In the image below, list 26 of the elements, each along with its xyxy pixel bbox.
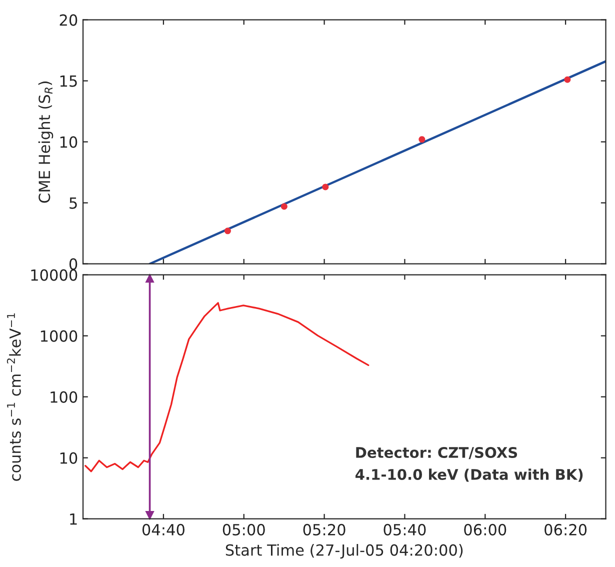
y-tick-label: 1 xyxy=(70,513,77,525)
y-tick-label: 15 xyxy=(60,76,77,87)
x-tick-label: 05:00 xyxy=(222,524,265,536)
y-tick-label: 10 xyxy=(60,136,78,148)
y-tick-label: 0 xyxy=(69,258,78,270)
y-axis-title: CME Height (S$_{R}$) xyxy=(38,82,54,203)
y-tick-label: 20 xyxy=(60,14,78,26)
annotation: 4.1-10.0 keV (Data with BK) xyxy=(356,468,583,482)
point xyxy=(564,76,571,83)
y-tick-label: 10000 xyxy=(31,269,78,281)
x-tick-label: 06:20 xyxy=(544,524,587,536)
point xyxy=(322,184,329,190)
point xyxy=(224,228,231,234)
point xyxy=(280,203,288,210)
x-tick-label: 05:20 xyxy=(303,524,346,536)
y-tick-label: 5 xyxy=(70,198,77,209)
y-tick-label: 100 xyxy=(50,391,78,403)
y-tick-label: 1000 xyxy=(40,330,78,342)
point xyxy=(418,136,426,143)
x-tick-label: 04:40 xyxy=(142,524,184,536)
x-tick-label: 05:40 xyxy=(384,524,426,536)
x-tick-label: 06:00 xyxy=(464,524,506,536)
y-tick-label: 10 xyxy=(60,452,78,464)
annotation: Detector: CZT/SOXS xyxy=(356,446,518,460)
x-axis-title: Start Time (27-Jul-05 04:20:00) xyxy=(226,544,463,559)
y-axis-title: counts s$^{−1}$ cm$^{−2}$keV$^{−1}$ xyxy=(6,313,21,481)
